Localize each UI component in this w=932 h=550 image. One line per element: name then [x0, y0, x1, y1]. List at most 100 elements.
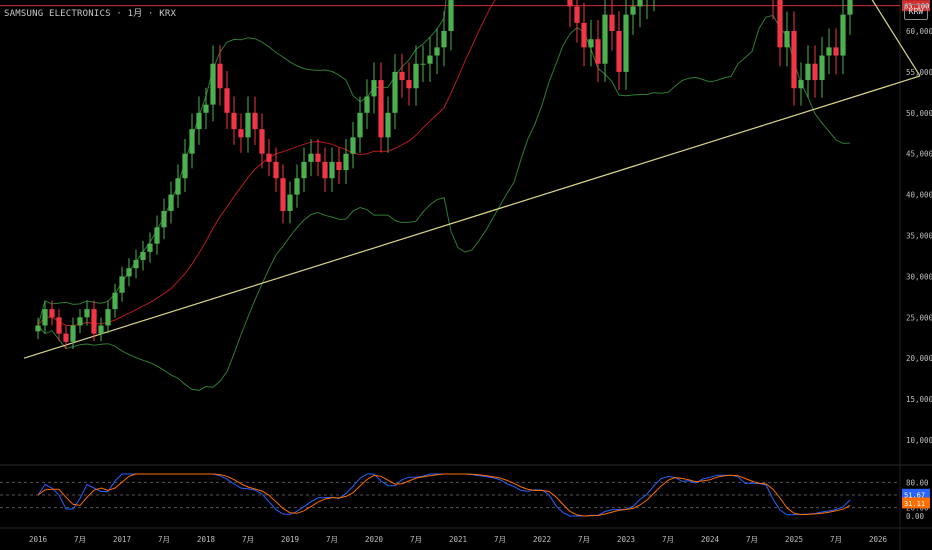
- x-tick-label: 7月: [326, 535, 338, 544]
- candle-body: [105, 309, 111, 326]
- candle-body: [119, 276, 125, 293]
- candle-body: [217, 63, 223, 89]
- candle-body: [833, 47, 839, 56]
- candle-body: [49, 309, 55, 318]
- candle-body: [42, 309, 48, 326]
- candle-body: [154, 227, 160, 244]
- candle-body: [252, 112, 258, 130]
- y-tick-label: 20,000: [906, 354, 932, 363]
- x-tick-label: 7月: [578, 535, 590, 544]
- y-tick-label: 35,000: [906, 232, 932, 241]
- stoch-d-line: [37, 473, 851, 517]
- candle-body: [420, 63, 426, 65]
- candle-body: [637, 0, 643, 7]
- candle-body: [259, 129, 265, 154]
- y-tick-label: 55,000: [906, 68, 932, 77]
- trendline: [23, 75, 921, 359]
- x-tick-label: 7月: [158, 535, 170, 544]
- candle-body: [280, 178, 286, 211]
- candle-body: [161, 210, 167, 228]
- candle-body: [112, 292, 118, 310]
- candle-body: [84, 309, 90, 318]
- stoch-k-label: 51.67: [904, 491, 925, 499]
- candle-body: [126, 268, 132, 277]
- candle-body: [847, 0, 853, 15]
- candle-body: [35, 325, 41, 332]
- x-tick-label: 2018: [197, 535, 216, 544]
- x-tick-label: 2024: [701, 535, 720, 544]
- candle-body: [231, 112, 237, 130]
- candle-body: [441, 31, 447, 48]
- candle-body: [91, 309, 97, 334]
- y-tick-label: 45,000: [906, 150, 932, 159]
- candle-body: [308, 153, 314, 162]
- candle-body: [189, 129, 195, 154]
- trendline: [871, 0, 921, 77]
- x-tick-label: 2025: [785, 535, 803, 544]
- x-tick-label: 7月: [74, 535, 86, 544]
- candle-body: [819, 55, 825, 81]
- x-tick-label: 7月: [410, 535, 422, 544]
- candle-body: [168, 194, 174, 211]
- x-tick-label: 2020: [365, 535, 384, 544]
- candle-body: [224, 88, 230, 113]
- stoch-tick-label: 0.00: [906, 512, 925, 521]
- x-tick-label: 7月: [830, 535, 842, 544]
- candle-body: [210, 63, 216, 105]
- candle-body: [266, 153, 272, 162]
- candle-body: [287, 194, 293, 211]
- x-tick-label: 7月: [746, 535, 758, 544]
- candle-body: [147, 243, 153, 252]
- x-tick-label: 2019: [281, 535, 299, 544]
- x-tick-label: 2021: [449, 535, 467, 544]
- x-tick-label: 2023: [617, 535, 635, 544]
- y-tick-label: 10,000: [906, 436, 932, 445]
- candle-body: [791, 31, 797, 89]
- candle-body: [203, 104, 209, 113]
- candle-body: [329, 161, 335, 179]
- candle-body: [77, 317, 83, 326]
- x-tick-label: 7月: [242, 535, 254, 544]
- candle-body: [567, 0, 573, 7]
- candle-body: [812, 63, 818, 81]
- y-tick-label: 30,000: [906, 272, 932, 281]
- x-tick-label: 2017: [113, 535, 131, 544]
- stoch-k-label-bg: [902, 488, 930, 500]
- x-tick-label: 2016: [29, 535, 48, 544]
- candle-body: [315, 153, 321, 162]
- candle-body: [805, 63, 811, 81]
- stoch-d-label: 31.11: [904, 500, 925, 508]
- currency-button[interactable]: KRW: [904, 4, 928, 20]
- candle-body: [245, 112, 251, 138]
- candle-body: [602, 14, 608, 64]
- candle-body: [196, 112, 202, 130]
- moving-average-line: [37, 0, 496, 326]
- candle-body: [574, 6, 580, 23]
- candle-body: [588, 39, 594, 48]
- candle-body: [434, 47, 440, 56]
- candle-body: [399, 71, 405, 81]
- candle-body: [364, 96, 370, 113]
- candle-body: [595, 39, 601, 64]
- candle-body: [840, 14, 846, 56]
- stoch-tick-label: 80.00: [906, 478, 929, 487]
- candle-body: [343, 153, 349, 171]
- candle-body: [301, 161, 307, 179]
- candle-body: [322, 161, 328, 179]
- candle-body: [56, 317, 62, 334]
- y-tick-label: 60,000: [906, 27, 932, 36]
- x-tick-label: 7月: [494, 535, 506, 544]
- candle-body: [182, 153, 188, 179]
- candle-body: [350, 137, 356, 154]
- candle-body: [357, 112, 363, 138]
- candle-body: [609, 14, 615, 32]
- candle-body: [784, 31, 790, 48]
- candle-body: [140, 251, 146, 261]
- y-tick-label: 40,000: [906, 191, 932, 200]
- candle-body: [378, 80, 384, 138]
- candle-body: [413, 63, 419, 89]
- candle-body: [98, 325, 104, 334]
- red-level-label: 63,100: [904, 3, 929, 11]
- candle-body: [616, 31, 622, 72]
